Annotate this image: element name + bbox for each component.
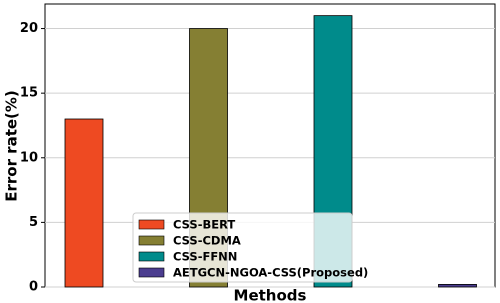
x-axis-title: Methods xyxy=(234,287,307,303)
y-tick-label: 0 xyxy=(29,280,38,295)
legend-swatch xyxy=(138,235,165,246)
y-axis-title: Error rate(%) xyxy=(3,90,21,202)
grid xyxy=(45,28,495,288)
legend-box xyxy=(132,212,353,283)
legend-label: AETGCN-NGOA-CSS(Proposed) xyxy=(173,266,368,280)
legend-label: CSS-FFNN xyxy=(173,250,237,264)
bar xyxy=(64,118,104,288)
legend-swatch xyxy=(138,219,165,230)
legend-swatch xyxy=(138,267,165,278)
legend-label: CSS-CDMA xyxy=(173,234,241,248)
legend-swatch xyxy=(138,251,165,262)
legend: CSS-BERT CSS-CDMA CSS-FFNN AETGCN-NGOA-CSS(… xyxy=(132,212,368,283)
y-tick-label: 10 xyxy=(20,150,38,165)
y-tick-label: 5 xyxy=(29,215,38,230)
legend-label: CSS-BERT xyxy=(173,218,235,232)
bar xyxy=(438,284,477,288)
y-tick-label: 15 xyxy=(20,86,38,101)
y-tick-label: 20 xyxy=(20,21,38,36)
